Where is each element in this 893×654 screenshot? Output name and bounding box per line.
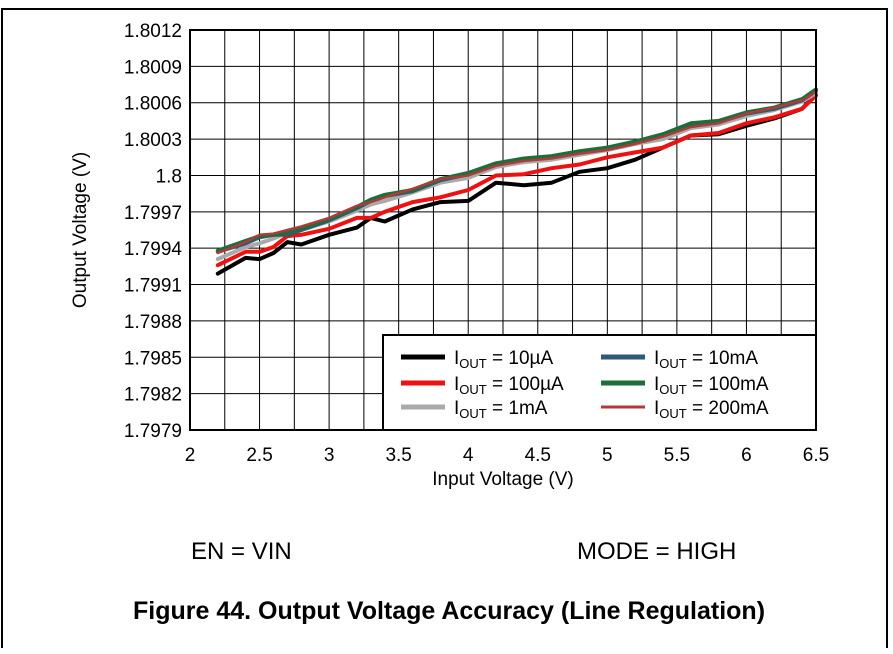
legend-label-5: IOUT = 200mA: [654, 398, 769, 421]
y-tick-label: 1.7991: [124, 276, 182, 297]
series-line-5: [216, 90, 818, 255]
y-tick-label: 1.8003: [124, 130, 182, 151]
y-tick-label: 1.7994: [124, 239, 183, 260]
x-tick-label: 4: [463, 445, 474, 466]
y-tick-label: 1.7982: [124, 385, 182, 406]
legend-label-4: IOUT = 100mA: [654, 374, 769, 397]
x-axis-label: Input Voltage (V): [432, 469, 574, 490]
y-tick-label: 1.8012: [124, 21, 182, 42]
x-tick-label: 5.5: [664, 445, 690, 466]
legend-label-2: IOUT = 1mA: [454, 398, 548, 421]
x-tick-label: 2: [185, 445, 196, 466]
y-axis-label: Output Voltage (V): [70, 152, 91, 308]
y-tick-label: 1.7979: [124, 421, 182, 442]
figure-title: Figure 44. Output Voltage Accuracy (Line…: [133, 597, 766, 625]
y-tick-label: 1.8: [156, 166, 182, 187]
condition-mode: MODE = HIGH: [577, 538, 737, 565]
y-tick-label: 1.7988: [124, 312, 182, 333]
tick-labels: 2 2.5 3 3.5 4 4.5 5 5.5 6 6.5 1.8012 1.8009 1.8006 1.…: [124, 21, 829, 466]
legend-label-0: IOUT = 10µA: [454, 348, 553, 371]
x-tick-label: 3: [324, 445, 335, 466]
series-line-4: [215, 87, 818, 253]
condition-en: EN = VIN: [191, 538, 292, 565]
x-tick-label: 3.5: [385, 445, 411, 466]
x-tick-label: 4.5: [525, 445, 551, 466]
y-tick-label: 1.8009: [124, 57, 182, 78]
legend-box: [382, 334, 817, 431]
x-tick-label: 2.5: [246, 445, 272, 466]
figure-frame: [1, 8, 888, 648]
legend-label-3: IOUT = 10mA: [654, 348, 758, 371]
y-tick-label: 1.7997: [124, 203, 182, 224]
series-layer: [215, 87, 818, 276]
y-tick-label: 1.8006: [124, 94, 182, 115]
x-tick-label: 6: [741, 445, 752, 466]
legend-label-1: IOUT = 100µA: [454, 374, 564, 397]
y-tick-label: 1.7985: [124, 348, 182, 369]
x-tick-label: 5: [602, 445, 613, 466]
x-tick-label: 6.5: [803, 445, 829, 466]
